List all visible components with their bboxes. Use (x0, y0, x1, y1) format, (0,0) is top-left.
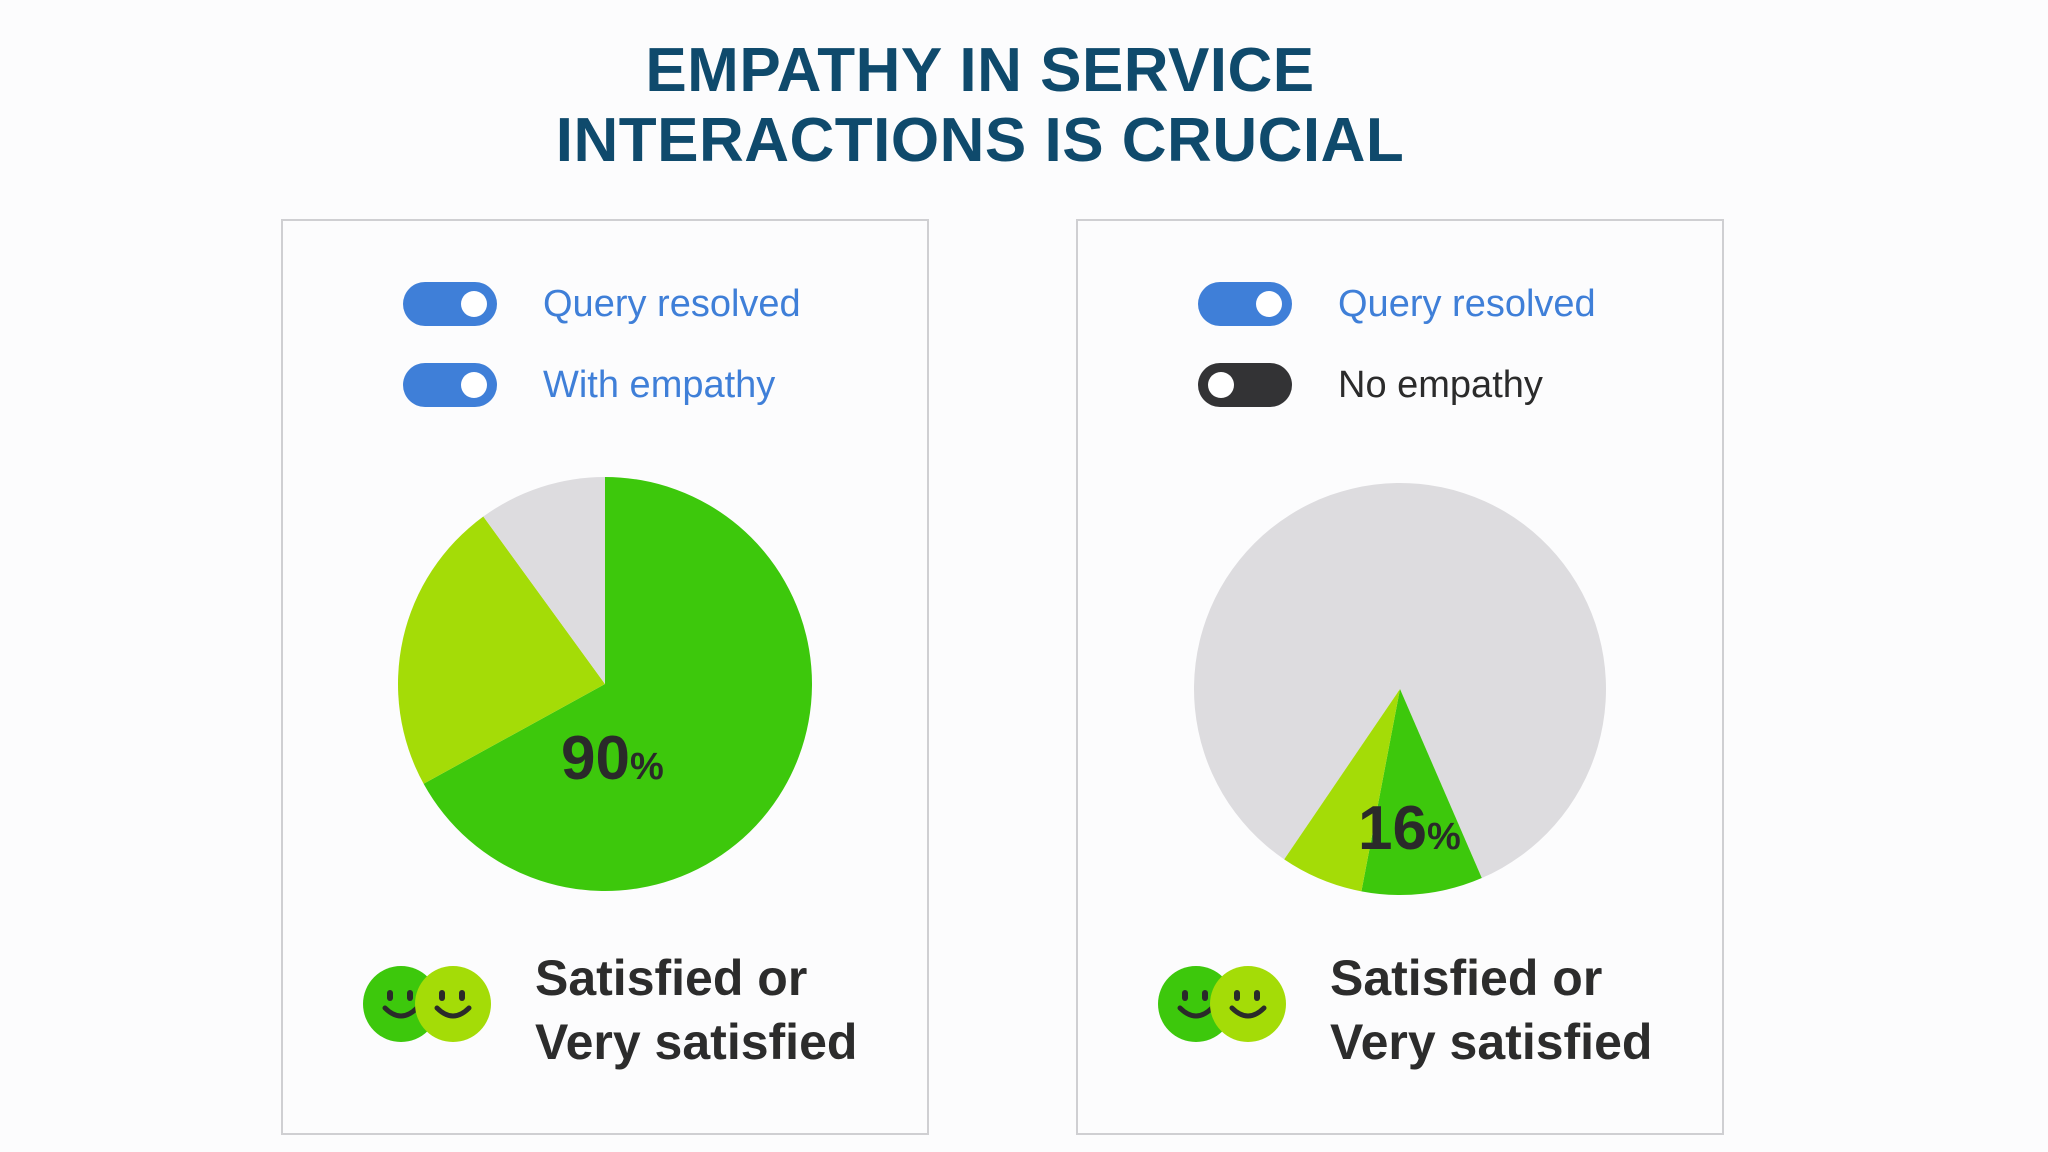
no-empathy-label: No empathy (1338, 364, 1543, 406)
very-satisfied-face-icon (1210, 966, 1286, 1042)
query-resolved-label: Query resolved (1338, 283, 1596, 325)
percent-symbol: % (629, 746, 664, 788)
toggle-knob (1208, 372, 1234, 398)
percent-value: 16 (1358, 794, 1427, 863)
title-line-2: INTERACTIONS IS CRUCIAL (555, 106, 1405, 175)
satisfied-label-line-2: Very satisfied (535, 1014, 858, 1070)
satisfaction-pie-chart (398, 477, 813, 891)
percent-value: 90 (561, 724, 630, 793)
no-empathy-panel: Query resolved No empathy 16% Satisfied … (1076, 219, 1724, 1135)
no-empathy-toggle[interactable] (1198, 363, 1292, 407)
satisfied-label: Satisfied or Very satisfied (1330, 946, 1652, 1074)
other-slice (1194, 483, 1606, 879)
query-resolved-toggle[interactable] (403, 282, 497, 326)
very-satisfied-face-icon (415, 966, 491, 1042)
with-empathy-toggle[interactable] (403, 363, 497, 407)
satisfied-label-line-2: Very satisfied (1330, 1014, 1653, 1070)
percent-label: 16% (1358, 794, 1461, 872)
satisfied-slice (1361, 689, 1482, 896)
percent-symbol: % (1426, 816, 1461, 858)
query-resolved-label: Query resolved (543, 283, 801, 325)
satisfied-label: Satisfied or Very satisfied (535, 946, 857, 1074)
very-satisfied-slice (398, 516, 605, 784)
with-empathy-label: With empathy (543, 364, 776, 406)
smiley-faces (1158, 966, 1298, 1056)
toggle-knob (461, 291, 487, 317)
satisfied-label-line-1: Satisfied or (535, 950, 808, 1006)
title-line-1: EMPATHY IN SERVICE (645, 36, 1315, 105)
other-slice (483, 477, 605, 684)
satisfied-slice (423, 477, 813, 891)
page-title: EMPATHY IN SERVICE INTERACTIONS IS CRUCI… (0, 36, 1960, 176)
satisfied-label-line-1: Satisfied or (1330, 950, 1603, 1006)
query-resolved-toggle[interactable] (1198, 282, 1292, 326)
satisfaction-pie-chart (1194, 483, 1606, 896)
with-empathy-panel: Query resolved With empathy 90% Satisfie… (281, 219, 929, 1135)
very-satisfied-slice (1284, 689, 1400, 892)
smiley-faces (363, 966, 503, 1056)
percent-label: 90% (561, 724, 664, 802)
toggle-knob (461, 372, 487, 398)
toggle-knob (1256, 291, 1282, 317)
